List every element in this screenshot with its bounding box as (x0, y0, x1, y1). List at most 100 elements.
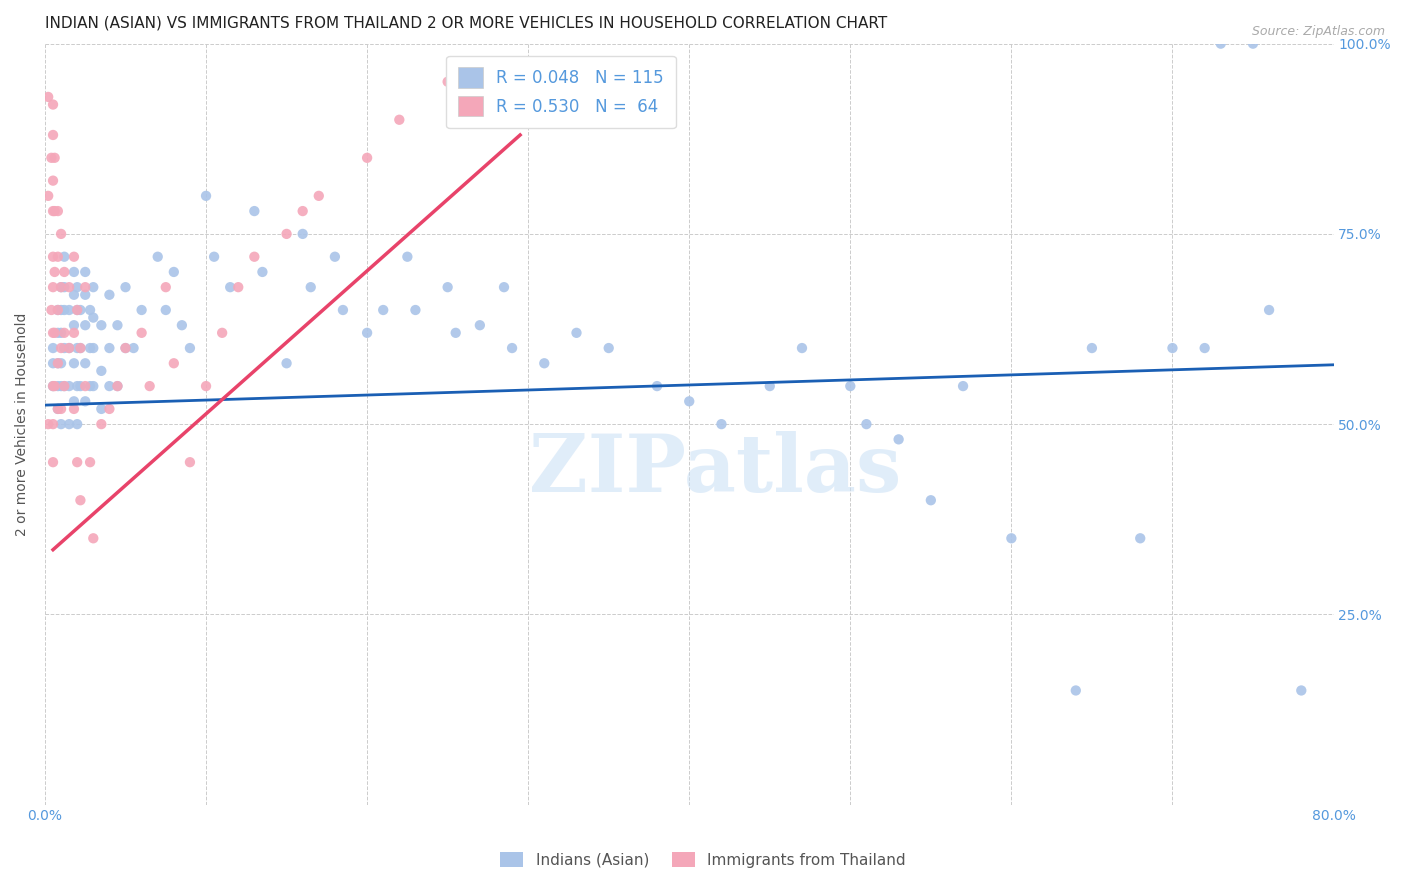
Point (758, 379, 780, 393)
Point (69, 341, 91, 355)
Point (276, 356, 298, 370)
Point (388, 112, 411, 127)
Point (1000, 531, 1022, 545)
Point (46, 303, 69, 318)
Point (46, 204, 69, 219)
Point (46, 356, 69, 370)
Point (58, 341, 80, 355)
Point (98, 341, 121, 355)
Point (396, 250, 419, 264)
Point (75, 356, 97, 370)
Point (468, 318, 491, 333)
Point (49, 401, 72, 416)
Point (53, 379, 76, 393)
Point (63, 401, 86, 416)
Point (163, 265, 186, 279)
Point (63, 318, 86, 333)
Point (155, 280, 177, 294)
Point (565, 326, 588, 340)
Point (1291, 683, 1313, 698)
Point (63, 265, 86, 279)
Point (179, 341, 201, 355)
Point (444, 326, 467, 340)
Point (42, 174, 65, 188)
Point (211, 326, 233, 340)
Point (122, 341, 145, 355)
Point (49, 379, 72, 393)
Point (790, 341, 813, 355)
Point (58, 303, 80, 318)
Point (42, 204, 65, 219)
Point (598, 341, 620, 355)
Point (98, 287, 121, 301)
Point (1129, 531, 1152, 545)
Point (163, 356, 186, 370)
Point (42, 250, 65, 264)
Point (131, 303, 153, 318)
Point (436, 280, 458, 294)
Point (308, 189, 330, 203)
Point (42, 128, 65, 142)
Point (69, 341, 91, 355)
Point (41, 303, 63, 318)
Point (887, 433, 910, 447)
Point (226, 280, 249, 294)
Point (63, 250, 86, 264)
Point (46, 379, 69, 393)
Point (356, 151, 378, 165)
Point (63, 394, 86, 409)
Point (37, 189, 59, 203)
Point (356, 326, 378, 340)
Point (82, 531, 104, 545)
Point (276, 227, 298, 241)
Point (49, 326, 72, 340)
Point (42, 97, 65, 112)
Point (49, 341, 72, 355)
Point (131, 326, 153, 340)
Point (373, 303, 395, 318)
Point (44, 265, 66, 279)
Point (90, 364, 112, 378)
Point (82, 280, 104, 294)
Point (114, 280, 136, 294)
Point (42, 326, 65, 340)
Point (63, 356, 86, 370)
Point (66, 303, 89, 318)
Point (90, 318, 112, 333)
Point (53, 379, 76, 393)
Point (404, 303, 426, 318)
Point (49, 280, 72, 294)
Point (44, 151, 66, 165)
Point (66, 455, 89, 469)
Text: ZIPatlas: ZIPatlas (529, 431, 901, 508)
Point (710, 417, 733, 431)
Legend: Indians (Asian), Immigrants from Thailand: Indians (Asian), Immigrants from Thailan… (495, 846, 911, 873)
Point (243, 204, 266, 219)
Point (839, 379, 862, 393)
Point (90, 417, 112, 431)
Point (69, 493, 91, 508)
Point (66, 341, 89, 355)
Point (533, 356, 555, 370)
Point (53, 265, 76, 279)
Point (53, 341, 76, 355)
Point (436, 75, 458, 89)
Point (49, 303, 72, 318)
Point (46, 303, 69, 318)
Point (252, 265, 274, 279)
Point (1081, 341, 1104, 355)
Point (98, 379, 121, 393)
Point (69, 303, 91, 318)
Point (98, 401, 121, 416)
Point (49, 356, 72, 370)
Point (1258, 303, 1281, 318)
Point (49, 227, 72, 241)
Point (107, 379, 129, 393)
Point (75, 318, 97, 333)
Point (46, 401, 69, 416)
Point (291, 227, 314, 241)
Point (49, 280, 72, 294)
Point (920, 493, 942, 508)
Point (66, 379, 89, 393)
Point (501, 341, 523, 355)
